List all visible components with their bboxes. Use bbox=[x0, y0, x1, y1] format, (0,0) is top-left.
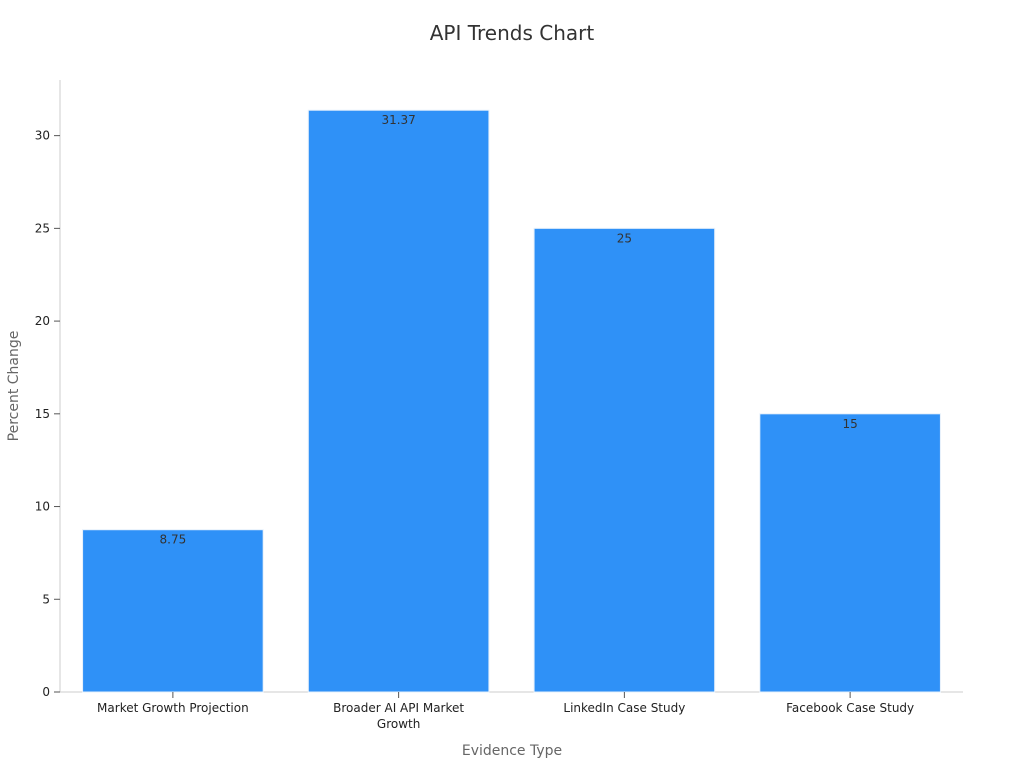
y-tick-label: 30 bbox=[35, 129, 50, 143]
x-tick-label: Broader AI API Market Growth bbox=[333, 701, 464, 731]
y-tick-label: 25 bbox=[35, 221, 50, 235]
x-tick-label: Market Growth Projection bbox=[97, 701, 249, 715]
x-axis-ticks: Market Growth Projection Broader AI API M… bbox=[97, 692, 914, 731]
bar-series: 8.75 31.37 25 15 bbox=[82, 109, 941, 693]
bar bbox=[307, 109, 490, 693]
x-tick-label-line: Broader AI API Market bbox=[333, 701, 464, 715]
x-tick-label-line: Market Growth Projection bbox=[97, 701, 249, 715]
x-tick-label-line: Facebook Case Study bbox=[786, 701, 914, 715]
bar-value-label: 31.37 bbox=[381, 113, 415, 127]
y-axis-ticks: 0 5 10 15 20 25 30 bbox=[35, 129, 60, 699]
bar bbox=[82, 529, 264, 693]
x-tick-label: Facebook Case Study bbox=[786, 701, 914, 715]
y-tick-label: 5 bbox=[42, 592, 50, 606]
y-tick-label: 20 bbox=[35, 314, 50, 328]
chart-title: API Trends Chart bbox=[430, 21, 595, 45]
x-axis-title: Evidence Type bbox=[462, 743, 562, 759]
y-axis-title: Percent Change bbox=[6, 331, 22, 442]
x-tick-label: LinkedIn Case Study bbox=[563, 701, 685, 715]
bar bbox=[533, 227, 716, 693]
bar bbox=[759, 413, 941, 693]
bar-value-label: 15 bbox=[842, 417, 857, 431]
bar-value-label: 25 bbox=[617, 231, 632, 245]
y-tick-label: 0 bbox=[42, 685, 50, 699]
x-tick-label-line: Growth bbox=[377, 717, 420, 731]
x-tick-label-line: LinkedIn Case Study bbox=[563, 701, 685, 715]
y-tick-label: 10 bbox=[35, 500, 50, 514]
bar-value-label: 8.75 bbox=[160, 533, 187, 547]
y-tick-label: 15 bbox=[35, 407, 50, 421]
